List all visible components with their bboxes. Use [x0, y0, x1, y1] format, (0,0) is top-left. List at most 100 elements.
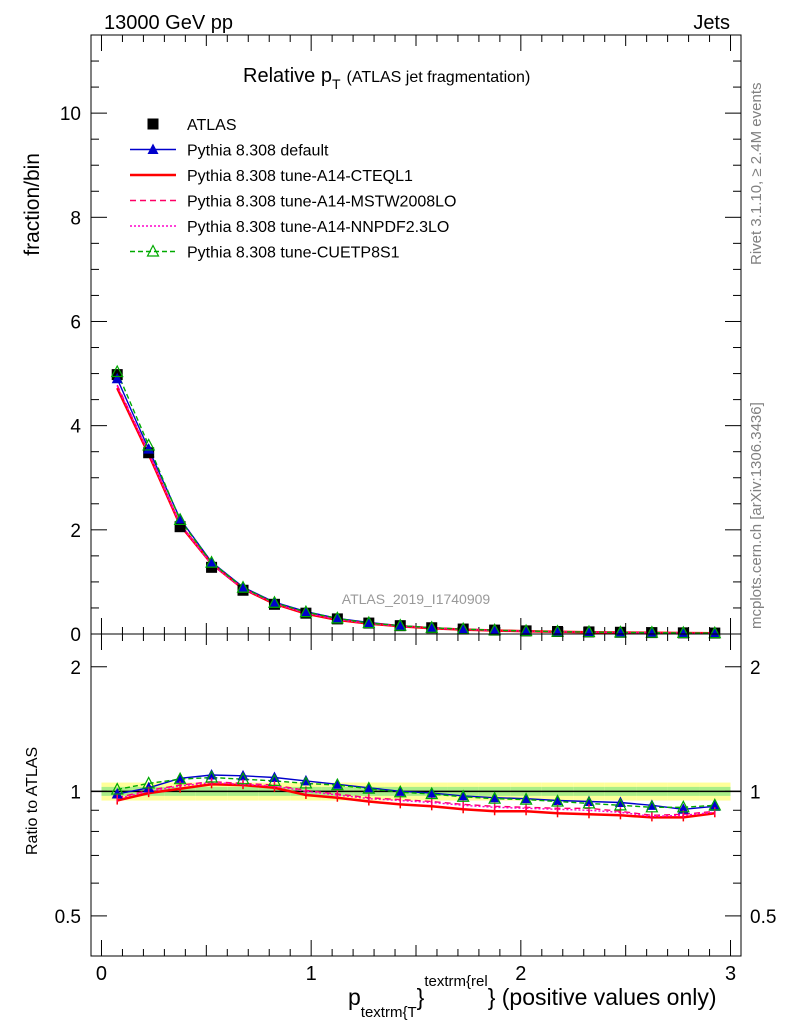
legend-label-atlas: ATLAS [187, 117, 237, 134]
x-axis-label-sup: textrm{rel [424, 973, 487, 990]
ratio-point-pythia-8-308-default [677, 803, 689, 814]
rivet-version-text: Rivet 3.1.10, ≥ 2.4M events [748, 83, 765, 266]
x-axis-label-sub: textrm{T [361, 1004, 417, 1021]
x-tick-label: 1 [306, 963, 317, 985]
ratio-ytick-label-left: 1 [70, 782, 81, 803]
main-point-pythia-8-308-default [457, 623, 469, 634]
ratio-ytick-label-left: 0.5 [55, 907, 81, 928]
ratio-point-pythia-8-308-default [174, 772, 186, 783]
ratio-point-pythia-8-308-default [552, 794, 564, 806]
main-point-pythia-8-308-default [143, 443, 155, 454]
legend-marker-atlas [147, 118, 159, 130]
main-title-text: Relative p [243, 65, 332, 87]
main-point-pythia-8-308-default [174, 512, 186, 524]
ratio-point-pythia-8-308-tune-cuetp8s1 [456, 789, 470, 802]
ratio-point-pythia-8-308-default [489, 791, 501, 803]
main-point-pythia-8-308-default [394, 619, 406, 631]
x-axis-label-main: p [348, 984, 361, 1010]
ratio-point-pythia-8-308-default [520, 792, 532, 804]
ratio-line-pythia-8-308-default [117, 774, 715, 811]
ratio-ytick-label-right: 0.5 [750, 907, 776, 928]
ratio-point-pythia-8-308-tune-cuetp8s1 [142, 776, 156, 789]
ratio-point-pythia-8-308-tune-cuetp8s1 [110, 782, 124, 795]
legend-label-pythia-8-308-tune-cuetp8s1: Pythia 8.308 tune-CUETP8S1 [187, 245, 400, 262]
ratio-point-pythia-8-308-default [111, 788, 123, 799]
ratio-point-pythia-8-308-default [394, 785, 406, 796]
main-point-pythia-8-308-tune-cuetp8s1 [551, 624, 565, 637]
main-point-pythia-8-308-default [300, 605, 312, 617]
ratio-point-pythia-8-308-tune-cuetp8s1 [582, 796, 596, 809]
watermark: ATLAS_2019_I1740909 [342, 591, 491, 607]
main-ytick-label: 8 [70, 208, 81, 229]
main-point-pythia-8-308-tune-cuetp8s1 [613, 625, 627, 638]
ratio-ytick-label-right: 1 [750, 782, 761, 803]
main-point-pythia-8-308-default [552, 625, 564, 637]
main-point-pythia-8-308-default [268, 596, 280, 607]
x-axis-label-tail: } (positive values only) [488, 984, 717, 1010]
main-panel: 0 2 4 6 8 10 fraction/bin Relative pT (ATLAS j… [21, 34, 742, 646]
main-point-pythia-8-308-default [709, 627, 721, 638]
ratio-ytick-label-right: 2 [750, 658, 761, 679]
ratio-ylabel: Ratio to ATLAS [24, 747, 41, 855]
legend-marker-pythia-8-308-tune-cuetp8s1 [146, 244, 160, 257]
main-point-atlas [174, 521, 186, 533]
ratio-markers-group [110, 769, 722, 822]
main-point-pythia-8-308-default [363, 616, 375, 628]
main-point-pythia-8-308-tune-cuetp8s1 [299, 604, 313, 618]
main-ytick-label: 0 [70, 625, 81, 646]
x-tick-label: 2 [515, 963, 526, 985]
ratio-point-pythia-8-308-tune-cuetp8s1 [708, 798, 722, 811]
main-point-pythia-8-308-default [520, 624, 532, 636]
ratio-point-pythia-8-308-tune-cuetp8s1 [205, 770, 219, 783]
main-ytick-label: 4 [70, 417, 81, 438]
ratio-point-pythia-8-308-tune-cuetp8s1 [173, 771, 187, 785]
ratio-point-pythia-8-308-default [457, 789, 469, 801]
main-title-sub: T [332, 76, 341, 92]
ratio-point-pythia-8-308-tune-cuetp8s1 [236, 771, 250, 785]
ratio-point-pythia-8-308-tune-cuetp8s1 [393, 784, 407, 798]
ratio-point-pythia-8-308-tune-cuetp8s1 [676, 800, 690, 813]
ratio-point-pythia-8-308-tune-cuetp8s1 [330, 777, 344, 791]
ratio-point-pythia-8-308-tune-cuetp8s1 [362, 781, 376, 794]
ratio-axis-ticks [91, 634, 741, 957]
legend-label-pythia-8-308-default: Pythia 8.308 default [187, 143, 329, 160]
main-ylabel: fraction/bin [21, 153, 44, 256]
legend-label-pythia-8-308-tune-a14-cteql1: Pythia 8.308 tune-A14-CTEQL1 [187, 168, 413, 185]
legend-label-pythia-8-308-tune-a14-nnpdf2-3lo: Pythia 8.308 tune-A14-NNPDF2.3LO [187, 219, 449, 236]
main-point-pythia-8-308-tune-cuetp8s1 [676, 625, 690, 639]
ratio-tick-labels: 0.5 0.5 1 1 2 2 0 1 2 3 [55, 658, 777, 985]
main-point-pythia-8-308-tune-cuetp8s1 [519, 623, 533, 637]
ratio-point-pythia-8-308-tune-cuetp8s1 [299, 776, 313, 789]
main-title-extra: (ATLAS jet fragmentation) [347, 69, 531, 86]
ratio-line-pythia-8-308-tune-cuetp8s1 [117, 776, 715, 808]
main-point-pythia-8-308-tune-cuetp8s1 [110, 364, 124, 378]
main-point-pythia-8-308-default [237, 581, 249, 592]
main-point-pythia-8-308-tune-cuetp8s1 [582, 624, 596, 638]
main-point-pythia-8-308-tune-cuetp8s1 [205, 555, 219, 568]
ratio-point-pythia-8-308-default [709, 800, 721, 811]
main-point-pythia-8-308-tune-cuetp8s1 [173, 512, 187, 526]
main-point-pythia-8-308-default [677, 626, 689, 638]
mcplots-url-text: mcplots.cern.ch [arXiv:1306.3436] [748, 402, 765, 629]
ratio-point-pythia-8-308-default [331, 778, 343, 789]
main-point-pythia-8-308-default [111, 372, 123, 384]
ratio-point-pythia-8-308-tune-cuetp8s1 [267, 773, 281, 786]
ratio-point-pythia-8-308-tune-cuetp8s1 [613, 798, 627, 811]
ratio-line-pythia-8-308-tune-a14-nnpdf2-3lo [117, 781, 715, 818]
x-tick-label: 3 [725, 963, 736, 985]
header-energy: 13000 GeV pp [104, 12, 233, 34]
ratio-ytick-label-left: 2 [70, 658, 81, 679]
ratio-point-pythia-8-308-tune-cuetp8s1 [488, 791, 502, 804]
ratio-point-pythia-8-308-tune-cuetp8s1 [425, 786, 439, 800]
main-point-pythia-8-308-tune-cuetp8s1 [362, 615, 376, 629]
main-point-pythia-8-308-tune-cuetp8s1 [142, 438, 156, 451]
ratio-point-pythia-8-308-tune-cuetp8s1 [519, 792, 533, 805]
main-point-pythia-8-308-tune-cuetp8s1 [330, 611, 344, 624]
main-ytick-label: 2 [70, 521, 81, 542]
x-axis-label-brace: } [417, 984, 425, 1010]
legend: ATLAS Pythia 8.308 default Pythia 8.308 tu… [130, 117, 456, 262]
main-point-pythia-8-308-default [331, 612, 343, 623]
ratio-point-pythia-8-308-tune-cuetp8s1 [645, 800, 659, 813]
main-point-pythia-8-308-tune-cuetp8s1 [393, 618, 407, 631]
